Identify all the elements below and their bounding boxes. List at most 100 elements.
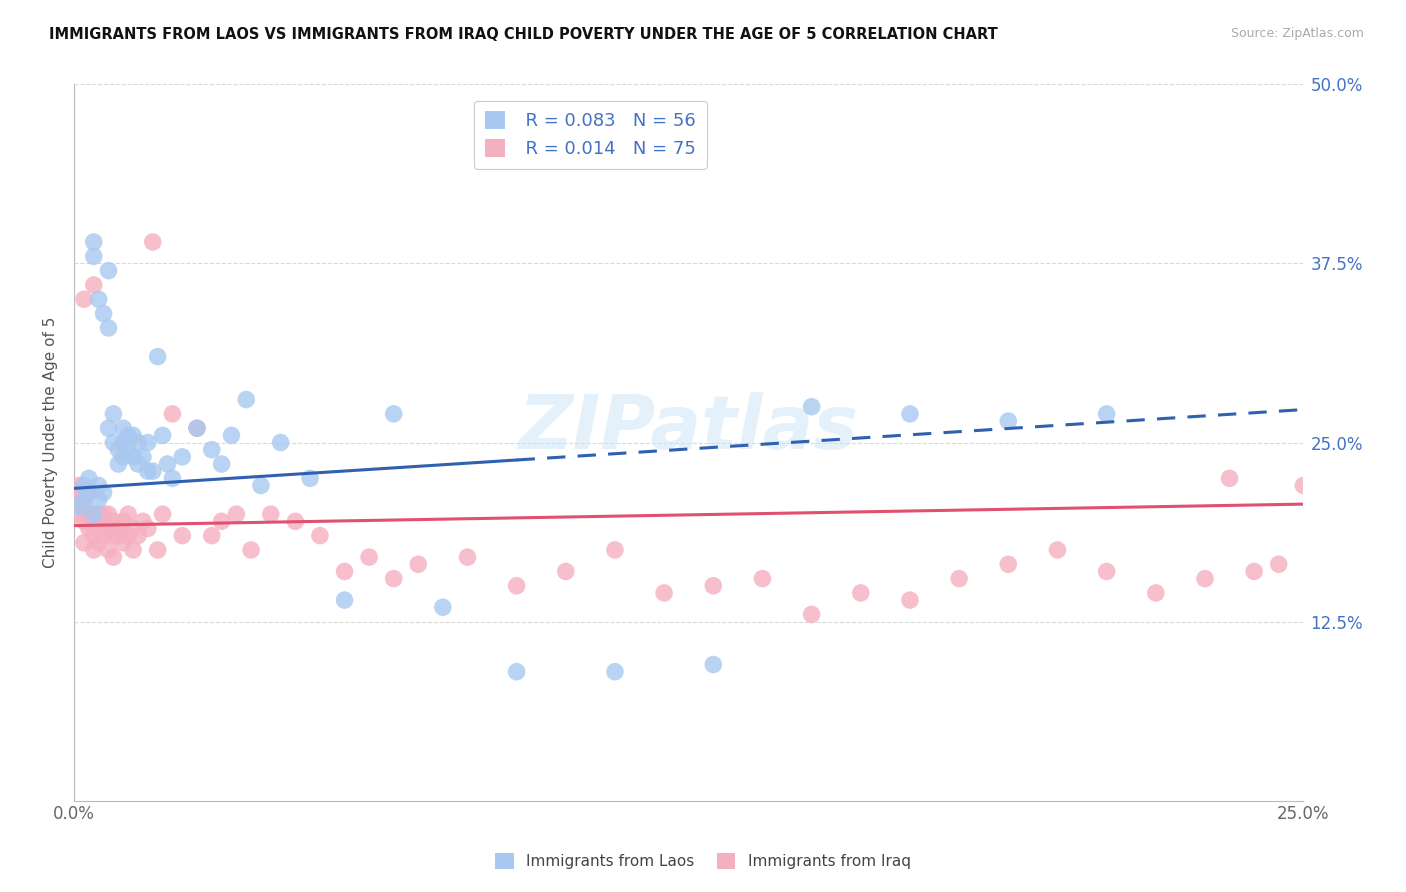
Point	[997, 414, 1019, 428]
Point	[201, 442, 224, 457]
Point	[156, 457, 179, 471]
Point	[93, 307, 115, 321]
Point	[142, 235, 165, 249]
Point	[1267, 558, 1289, 572]
Point	[299, 471, 322, 485]
Point	[103, 435, 125, 450]
Point	[800, 607, 823, 622]
Point	[127, 457, 149, 471]
Point	[211, 514, 233, 528]
Point	[132, 514, 155, 528]
Point	[702, 579, 724, 593]
Point	[382, 407, 405, 421]
Point	[112, 450, 135, 464]
Point	[456, 550, 478, 565]
Point	[87, 507, 110, 521]
Point	[554, 565, 576, 579]
Point	[117, 428, 139, 442]
Point	[67, 492, 90, 507]
Point	[87, 293, 110, 307]
Y-axis label: Child Poverty Under the Age of 5: Child Poverty Under the Age of 5	[44, 317, 58, 568]
Point	[898, 407, 921, 421]
Point	[77, 521, 100, 535]
Point	[73, 514, 96, 528]
Point	[997, 558, 1019, 572]
Point	[146, 350, 169, 364]
Point	[146, 543, 169, 558]
Point	[603, 665, 626, 679]
Point	[142, 464, 165, 478]
Point	[333, 565, 356, 579]
Point	[127, 528, 149, 542]
Point	[77, 485, 100, 500]
Point	[221, 428, 243, 442]
Point	[898, 593, 921, 607]
Point	[162, 471, 184, 485]
Point	[751, 572, 773, 586]
Point	[132, 450, 155, 464]
Point	[97, 543, 120, 558]
Point	[1095, 565, 1118, 579]
Point	[284, 514, 307, 528]
Point	[240, 543, 263, 558]
Point	[93, 507, 115, 521]
Point	[83, 543, 105, 558]
Legend: Immigrants from Laos, Immigrants from Iraq: Immigrants from Laos, Immigrants from Ir…	[489, 847, 917, 875]
Point	[112, 514, 135, 528]
Point	[122, 450, 145, 464]
Point	[186, 421, 208, 435]
Point	[702, 657, 724, 672]
Point	[87, 514, 110, 528]
Point	[103, 528, 125, 542]
Point	[73, 536, 96, 550]
Point	[201, 528, 224, 542]
Point	[97, 263, 120, 277]
Point	[103, 407, 125, 421]
Point	[112, 435, 135, 450]
Point	[73, 478, 96, 492]
Point	[505, 579, 527, 593]
Point	[97, 507, 120, 521]
Point	[1194, 572, 1216, 586]
Point	[505, 665, 527, 679]
Point	[77, 471, 100, 485]
Point	[849, 586, 872, 600]
Point	[1144, 586, 1167, 600]
Point	[83, 528, 105, 542]
Point	[107, 521, 129, 535]
Point	[122, 428, 145, 442]
Point	[333, 593, 356, 607]
Point	[800, 400, 823, 414]
Point	[186, 421, 208, 435]
Point	[83, 514, 105, 528]
Point	[83, 507, 105, 521]
Point	[67, 507, 90, 521]
Point	[107, 528, 129, 542]
Point	[67, 485, 90, 500]
Point	[83, 235, 105, 249]
Text: ZIPatlas: ZIPatlas	[519, 392, 859, 465]
Point	[432, 600, 454, 615]
Point	[97, 521, 120, 535]
Point	[67, 500, 90, 514]
Point	[83, 277, 105, 292]
Text: Source: ZipAtlas.com: Source: ZipAtlas.com	[1230, 27, 1364, 40]
Point	[1046, 543, 1069, 558]
Point	[103, 550, 125, 565]
Point	[87, 492, 110, 507]
Point	[235, 392, 257, 407]
Point	[122, 521, 145, 535]
Point	[112, 421, 135, 435]
Point	[73, 492, 96, 507]
Point	[107, 442, 129, 457]
Point	[603, 543, 626, 558]
Point	[93, 485, 115, 500]
Point	[211, 457, 233, 471]
Point	[87, 536, 110, 550]
Point	[260, 507, 283, 521]
Point	[948, 572, 970, 586]
Point	[127, 435, 149, 450]
Point	[136, 464, 159, 478]
Point	[136, 521, 159, 535]
Point	[122, 543, 145, 558]
